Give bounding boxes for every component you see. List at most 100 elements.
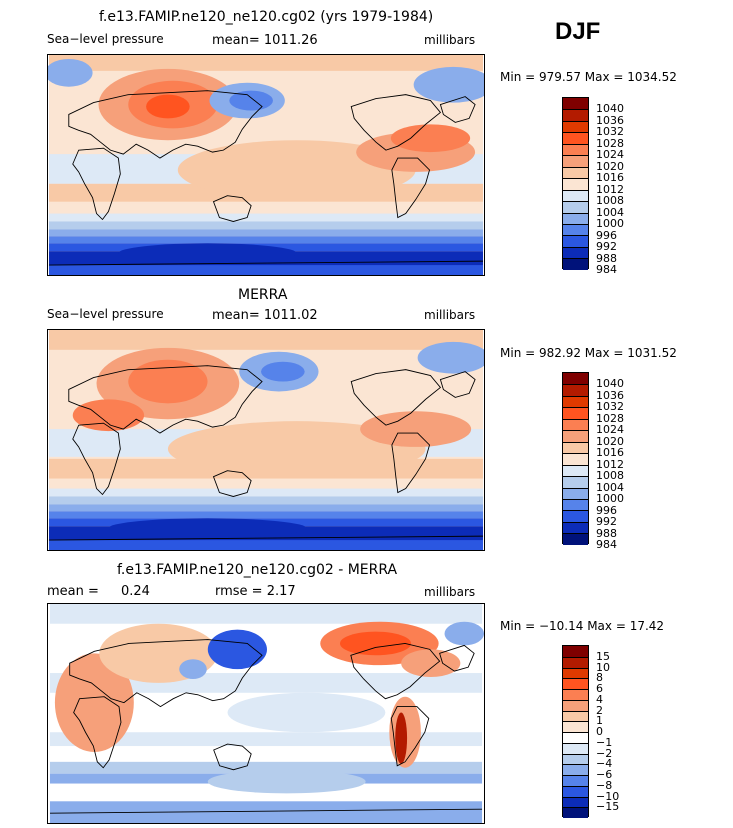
colorbar-label: 1000 <box>596 492 624 506</box>
contour-band <box>48 213 484 222</box>
colorbar-swatch <box>563 764 588 775</box>
colorbar-swatch <box>563 223 588 236</box>
colorbar-label: 0 <box>596 725 603 738</box>
panel1-mean-value: 1011.26 <box>263 33 318 48</box>
colorbar-label: 1024 <box>596 423 624 437</box>
colorbar-label: 1000 <box>596 217 624 231</box>
colorbar-label: 1040 <box>596 102 624 116</box>
contour-region <box>360 411 472 447</box>
contour-region <box>179 659 207 679</box>
panel2-colorbar <box>562 372 589 545</box>
colorbar-swatch <box>563 407 588 419</box>
contour-band <box>48 229 484 237</box>
colorbar-swatch <box>563 775 588 786</box>
colorbar-label: 988 <box>596 251 617 265</box>
colorbar-swatch <box>563 373 588 385</box>
colorbar-swatch <box>563 453 588 465</box>
colorbar-swatch <box>563 732 588 743</box>
colorbar-label: 1016 <box>596 446 624 460</box>
colorbar-swatch <box>563 533 588 545</box>
colorbar-label: 1040 <box>596 377 624 391</box>
panel3-rmse-value: 2.17 <box>266 584 296 599</box>
colorbar-label: 1004 <box>596 205 624 219</box>
coastline <box>73 696 122 769</box>
contour-region <box>227 692 386 733</box>
coastline <box>48 535 484 541</box>
colorbar-label: 984 <box>596 538 617 551</box>
contour-region <box>261 361 305 382</box>
colorbar-swatch <box>563 689 588 700</box>
contour-band <box>48 236 484 244</box>
contour-region <box>146 94 190 119</box>
colorbar-label: 1012 <box>596 182 624 196</box>
coastline <box>212 195 252 222</box>
colorbar-swatch <box>563 235 588 247</box>
panel1-mean-label: mean= 1011.26 <box>212 33 318 48</box>
colorbar-swatch <box>563 395 588 408</box>
colorbar-swatch <box>563 120 588 133</box>
colorbar-swatch <box>563 678 588 689</box>
colorbar-swatch <box>563 166 588 179</box>
panel1-map <box>47 54 485 276</box>
panel3-heatmap <box>49 604 484 823</box>
colorbar-label: −1 <box>596 735 613 749</box>
season-label: DJF <box>555 18 601 45</box>
contour-band <box>48 488 484 497</box>
colorbar-label: −15 <box>596 800 620 814</box>
contour-region <box>54 653 134 752</box>
contour-region <box>48 58 93 87</box>
panel3-rmse-label: rmse = 2.17 <box>215 584 296 599</box>
coastline <box>49 808 483 814</box>
contour-region <box>390 124 471 153</box>
contour-band <box>49 801 483 823</box>
colorbar-swatch <box>563 721 588 732</box>
colorbar-label: −6 <box>596 768 613 781</box>
contour-region <box>401 649 461 677</box>
contour-region <box>167 421 426 477</box>
colorbar-label: 992 <box>596 240 617 254</box>
contour-region <box>72 399 145 432</box>
colorbar-swatch <box>563 510 588 522</box>
coastline <box>213 743 252 771</box>
panel2-map <box>47 329 485 551</box>
colorbar-label: 15 <box>596 649 610 663</box>
panel3-units: millibars <box>424 585 476 599</box>
colorbar-swatch <box>563 98 588 110</box>
colorbar-swatch <box>563 246 588 259</box>
coastline <box>72 147 121 221</box>
coastline <box>390 706 430 767</box>
colorbar-swatch <box>563 487 588 499</box>
colorbar-label: 1008 <box>596 469 624 483</box>
panel3-range: Min = −10.14 Max = 17.42 <box>500 619 665 633</box>
coastline <box>350 369 442 426</box>
colorbar-label: 4 <box>596 692 603 706</box>
colorbar-label: 1028 <box>596 136 624 150</box>
colorbar-label: 992 <box>596 515 617 529</box>
panel1-units: millibars <box>424 33 476 47</box>
colorbar-label: −10 <box>596 789 620 803</box>
contour-region <box>207 629 267 670</box>
colorbar-label: 2 <box>596 703 603 717</box>
coastline <box>68 365 263 434</box>
panel2-mean-label: mean= 1011.02 <box>212 308 318 323</box>
colorbar-label: 1020 <box>596 434 624 448</box>
colorbar-swatch <box>563 201 588 213</box>
colorbar-swatch <box>563 258 588 270</box>
panel2-mean-value: 1011.02 <box>263 308 318 323</box>
panel3-colorbar <box>562 645 589 818</box>
colorbar-label: 1036 <box>596 113 624 127</box>
panel2-range: Min = 982.92 Max = 1031.52 <box>500 346 677 360</box>
colorbar-swatch <box>563 464 588 477</box>
colorbar-swatch <box>563 476 588 488</box>
panel3-mean-value: 0.24 <box>121 584 150 599</box>
panel2-title: MERRA <box>238 287 288 303</box>
panel1-heatmap <box>48 55 484 275</box>
colorbar-label: 1032 <box>596 400 624 414</box>
colorbar-label: −8 <box>596 778 613 792</box>
colorbar-swatch <box>563 742 588 754</box>
colorbar-label: 8 <box>596 671 603 685</box>
colorbar-label: 1008 <box>596 194 624 208</box>
colorbar-label: 1020 <box>596 159 624 173</box>
coastline <box>391 432 431 494</box>
panel1-variable-label: Sea−level pressure <box>47 32 164 46</box>
